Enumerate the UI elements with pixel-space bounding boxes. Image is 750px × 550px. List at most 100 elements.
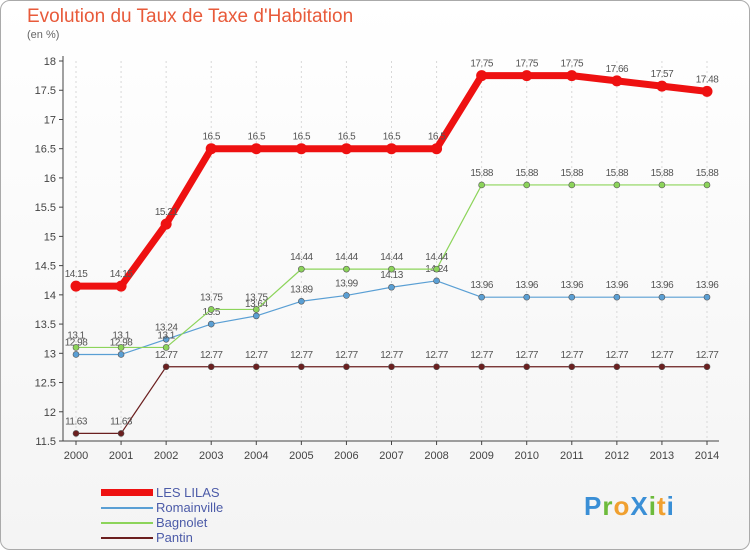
data-label-les-lilas: 16.5 bbox=[428, 132, 446, 143]
x-tick-label: 2010 bbox=[514, 450, 538, 462]
data-label-bagnolet: 13.75 bbox=[200, 292, 223, 303]
data-point-les-lilas bbox=[250, 143, 262, 155]
legend-swatch bbox=[101, 489, 153, 496]
data-point-pantin bbox=[117, 430, 125, 437]
data-label-bagnolet: 15.88 bbox=[606, 168, 629, 179]
y-tick-label: 13.5 bbox=[35, 319, 56, 331]
x-tick-label: 2005 bbox=[289, 450, 313, 462]
data-label-les-lilas: 17.75 bbox=[561, 59, 584, 70]
y-tick-label: 14.5 bbox=[35, 261, 56, 273]
data-point-romainville bbox=[117, 351, 125, 358]
data-point-romainville bbox=[568, 293, 576, 301]
data-label-les-lilas: 17.66 bbox=[606, 64, 629, 75]
data-label-les-lilas: 17.48 bbox=[696, 74, 719, 85]
data-point-les-lilas bbox=[160, 218, 172, 230]
data-point-bagnolet bbox=[658, 181, 666, 189]
data-label-bagnolet: 15.88 bbox=[561, 168, 584, 179]
data-point-bagnolet bbox=[703, 181, 711, 189]
logo-letter: X bbox=[630, 491, 649, 521]
logo-letter: i bbox=[666, 491, 675, 521]
data-point-romainville bbox=[613, 293, 621, 301]
y-tick-label: 16 bbox=[44, 173, 56, 185]
data-point-bagnolet bbox=[523, 181, 531, 189]
data-point-pantin bbox=[162, 363, 170, 371]
data-point-les-lilas bbox=[656, 80, 668, 92]
data-label-bagnolet: 14.44 bbox=[425, 252, 448, 263]
data-label-pantin: 12.77 bbox=[200, 350, 223, 361]
data-label-les-lilas: 16.5 bbox=[293, 132, 311, 143]
y-tick-label: 12 bbox=[44, 407, 56, 419]
data-point-pantin bbox=[433, 363, 440, 371]
data-point-romainville bbox=[252, 312, 260, 320]
legend-swatch bbox=[101, 507, 153, 509]
data-label-romainville: 13.96 bbox=[470, 280, 493, 291]
data-point-les-lilas bbox=[205, 143, 217, 155]
data-label-romainville: 12.98 bbox=[65, 337, 88, 348]
data-point-romainville bbox=[703, 293, 711, 301]
data-point-bagnolet bbox=[72, 344, 80, 351]
data-label-bagnolet: 15.88 bbox=[696, 168, 719, 179]
x-tick-label: 2008 bbox=[424, 450, 448, 462]
logo-letter: t bbox=[656, 491, 667, 521]
data-label-bagnolet: 14.44 bbox=[335, 252, 358, 263]
data-label-les-lilas: 17.75 bbox=[515, 59, 538, 70]
data-label-romainville: 14.13 bbox=[380, 270, 403, 281]
data-point-romainville bbox=[523, 293, 531, 301]
data-label-pantin: 12.77 bbox=[245, 350, 268, 361]
data-point-pantin bbox=[343, 363, 350, 371]
data-point-les-lilas bbox=[70, 280, 82, 292]
data-label-bagnolet: 15.88 bbox=[651, 168, 674, 179]
data-label-bagnolet: 13.1 bbox=[67, 330, 85, 341]
logo-letter: P bbox=[584, 491, 603, 521]
data-label-les-lilas: 17.57 bbox=[651, 69, 674, 80]
data-point-bagnolet bbox=[433, 265, 440, 273]
data-point-bagnolet bbox=[613, 181, 621, 189]
data-label-les-lilas: 14.15 bbox=[110, 269, 133, 280]
data-point-les-lilas bbox=[611, 75, 623, 87]
data-label-pantin: 12.77 bbox=[651, 350, 674, 361]
data-label-pantin: 12.77 bbox=[335, 350, 358, 361]
data-label-romainville: 12.98 bbox=[110, 337, 133, 348]
data-point-pantin bbox=[658, 363, 666, 371]
data-label-pantin: 12.77 bbox=[515, 350, 538, 361]
data-label-pantin: 11.63 bbox=[65, 416, 88, 427]
y-tick-label: 11.5 bbox=[35, 436, 56, 448]
data-point-bagnolet bbox=[298, 265, 305, 273]
data-point-bagnolet bbox=[478, 181, 485, 189]
data-label-pantin: 12.77 bbox=[470, 350, 493, 361]
data-point-pantin bbox=[523, 363, 531, 371]
x-tick-label: 2002 bbox=[154, 450, 178, 462]
data-point-pantin bbox=[568, 363, 576, 371]
data-point-bagnolet bbox=[252, 306, 260, 313]
data-point-les-lilas bbox=[340, 143, 352, 155]
data-label-romainville: 13.64 bbox=[245, 299, 268, 310]
y-tick-label: 14 bbox=[44, 290, 56, 302]
data-label-bagnolet: 15.88 bbox=[515, 168, 538, 179]
data-label-bagnolet: 13.1 bbox=[112, 330, 130, 341]
data-label-les-lilas: 16.5 bbox=[338, 132, 356, 143]
data-label-pantin: 12.77 bbox=[606, 350, 629, 361]
data-label-bagnolet: 13.1 bbox=[157, 330, 175, 341]
data-point-pantin bbox=[388, 363, 395, 371]
legend-label: Pantin bbox=[156, 530, 193, 545]
legend-swatch bbox=[101, 537, 153, 539]
legend-label: Bagnolet bbox=[156, 515, 208, 530]
data-point-romainville bbox=[162, 335, 170, 343]
data-point-romainville bbox=[433, 277, 440, 285]
legend-swatch bbox=[101, 522, 153, 524]
data-point-les-lilas bbox=[566, 70, 578, 82]
data-label-pantin: 11.63 bbox=[110, 416, 133, 427]
data-point-romainville bbox=[388, 283, 395, 291]
data-point-pantin bbox=[478, 363, 485, 371]
data-label-les-lilas: 16.5 bbox=[383, 132, 401, 143]
data-point-bagnolet bbox=[162, 344, 170, 351]
y-tick-label: 13 bbox=[44, 348, 56, 360]
data-label-bagnolet: 14.44 bbox=[380, 252, 403, 263]
x-tick-label: 2007 bbox=[379, 450, 403, 462]
data-label-les-lilas: 17.75 bbox=[470, 59, 493, 70]
data-label-romainville: 13.99 bbox=[335, 278, 358, 289]
data-point-les-lilas bbox=[431, 143, 443, 155]
data-label-bagnolet: 14.44 bbox=[290, 252, 313, 263]
y-tick-label: 15.5 bbox=[35, 202, 56, 214]
